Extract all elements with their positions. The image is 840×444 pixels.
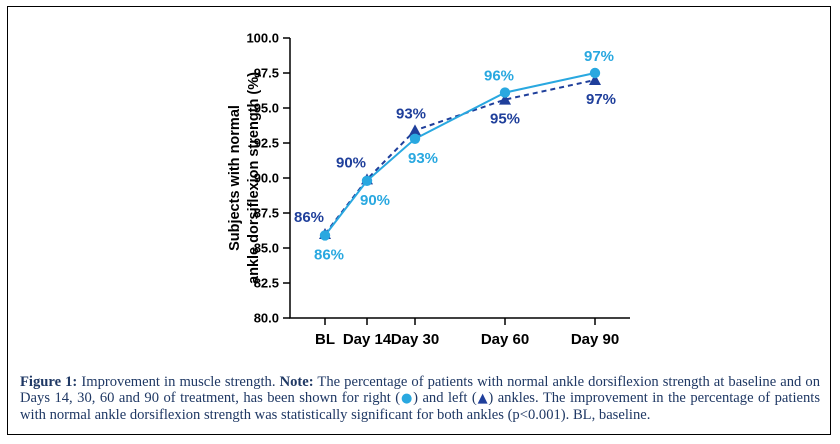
left-ankle-marker-triangle	[409, 124, 421, 136]
data-point-label: 90%	[360, 192, 390, 209]
data-point-label: 86%	[314, 246, 344, 263]
axes-lines	[289, 38, 630, 319]
y-axis-tick-label: 85.0	[254, 241, 279, 256]
data-point-label: 86%	[294, 209, 324, 226]
x-axis-tick-label: Day 60	[481, 331, 529, 348]
y-axis-tick-label: 90.0	[254, 171, 279, 186]
right-ankle-marker-circle	[589, 67, 601, 79]
y-axis-tick-label: 97.5	[254, 66, 279, 81]
caption-text-3: ) and left (	[413, 390, 477, 407]
y-axis-tick-label: 87.5	[254, 206, 279, 221]
caption-note-label: Note:	[279, 374, 314, 390]
data-point-label: 97%	[584, 48, 614, 65]
data-point-label: 90%	[336, 154, 366, 171]
right-ankle-marker-circle	[409, 133, 421, 144]
y-axis-tick-label: 95.0	[254, 101, 279, 116]
caption-text-2: The percentage of patients with normal a…	[20, 374, 820, 407]
x-axis-tick-label: Day 90	[571, 331, 619, 348]
right-ankle-circle-icon: ●	[400, 391, 414, 407]
data-point-label: 97%	[586, 91, 616, 108]
y-axis-tick-label: 92.5	[254, 136, 279, 151]
x-axis-tick-label: Day 30	[391, 331, 439, 348]
figure-border	[7, 6, 831, 435]
data-point-label: 96%	[484, 68, 514, 85]
left-ankle-marker-triangle	[589, 74, 601, 85]
data-point-label: 93%	[408, 150, 438, 167]
right-ankle-marker-circle	[361, 175, 373, 186]
chart-area: 80.0 82.5 85.0 87.5 90.0 92.5 95.0 97.5 100.0 BL D…	[227, 31, 630, 348]
data-point-label: 95%	[490, 111, 520, 128]
right-ankle-marker-circle	[319, 230, 331, 241]
data-point-label: 93%	[396, 105, 426, 122]
left-ankle-marker-triangle	[499, 93, 511, 105]
y-axis-title-line: ankle dorsiflexion strength (%)	[246, 72, 262, 284]
strength-chart-svg: 80.0 82.5 85.0 87.5 90.0 92.5 95.0 97.5 100.0 BL D…	[227, 31, 630, 348]
y-axis-tick-label: 82.5	[254, 276, 279, 291]
y-axis-title-line: Subjects with normal	[227, 105, 243, 251]
figure-caption-label: Figure 1:	[20, 374, 78, 390]
caption-text-4: ) ankles. The improvement in the percent…	[20, 390, 821, 423]
caption-text-1: Improvement in muscle strength.	[77, 374, 280, 390]
y-axis-tick-label: 100.0	[246, 31, 279, 46]
x-axis-tick-label: Day 14	[343, 331, 392, 348]
y-axis-tick-label: 80.0	[254, 311, 279, 326]
left-ankle-triangle-icon: ▲	[476, 391, 489, 407]
x-axis-tick-label: BL	[315, 331, 335, 348]
figure-caption: Figure 1: Improvement in muscle strength…	[20, 374, 820, 423]
right-ankle-marker-circle	[499, 87, 511, 98]
